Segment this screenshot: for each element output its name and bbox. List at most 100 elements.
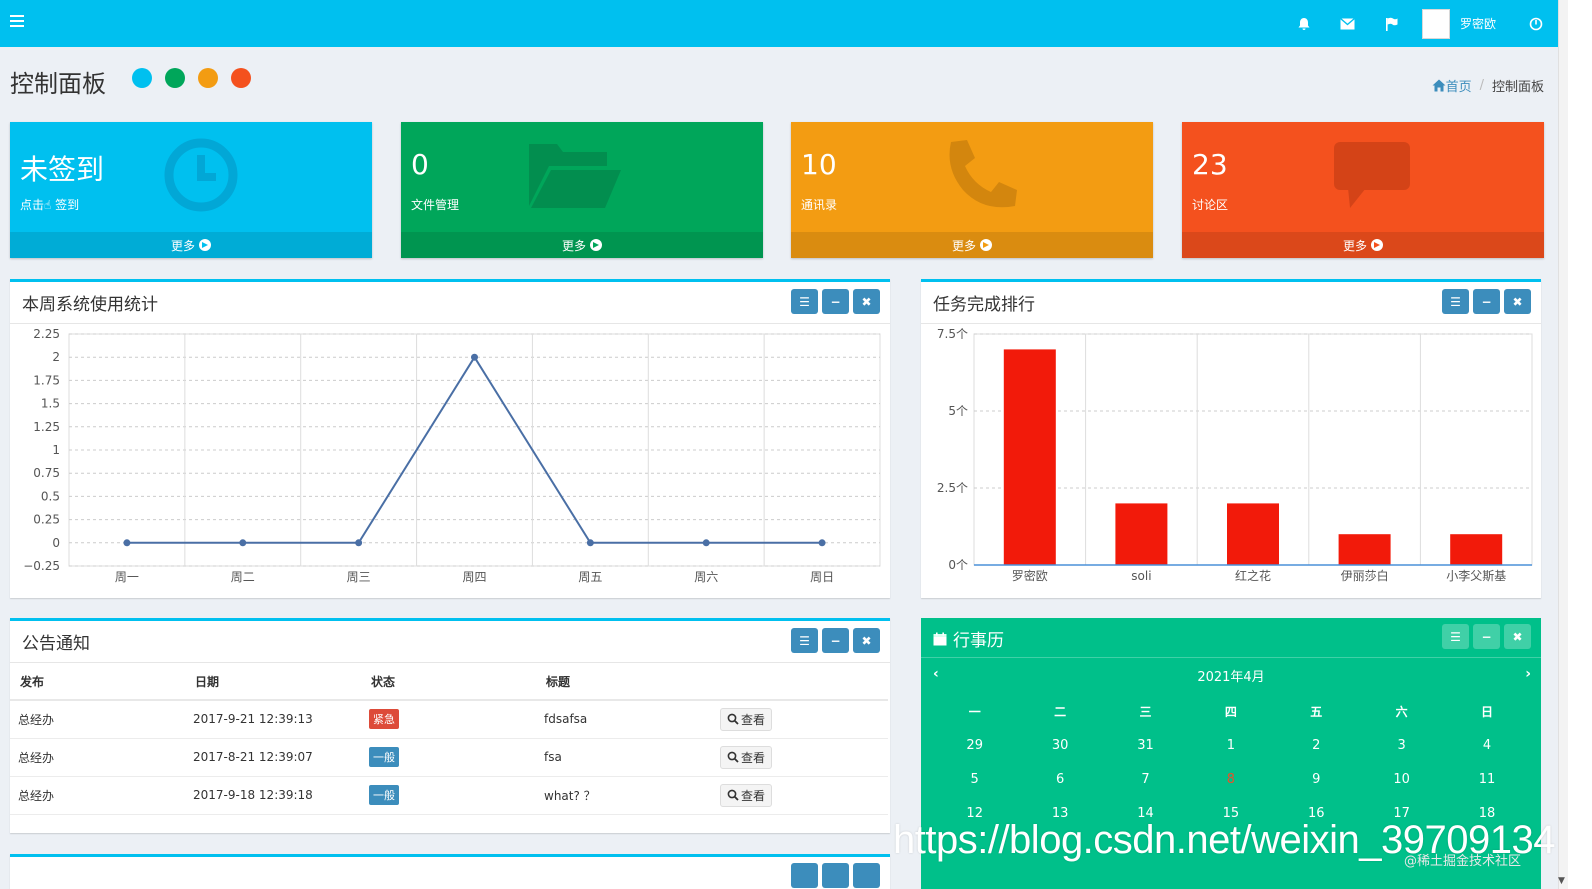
chevron-left-icon[interactable]: ‹	[933, 666, 939, 682]
panel-close-button[interactable]: ✖	[853, 628, 880, 653]
x-tick-label: 伊丽莎白	[1341, 568, 1389, 583]
calendar-weekday: 一	[968, 704, 981, 719]
phone-icon	[943, 138, 1021, 216]
panel-menu-button[interactable]: ☰	[1442, 289, 1469, 314]
y-tick-label: 0	[52, 536, 60, 550]
user-menu[interactable]: 罗密欧	[1414, 8, 1514, 39]
x-tick-label: 周日	[810, 570, 834, 584]
table-row: 总经办 2017-9-21 12:39:13 紧急 fdsafsa 查看	[10, 700, 888, 739]
calendar-day[interactable]: 15	[1222, 805, 1240, 821]
checkin-link[interactable]: 点击☝ 签到	[20, 198, 80, 212]
calendar-day[interactable]: 31	[1137, 737, 1154, 753]
calendar-day[interactable]: 1	[1226, 737, 1235, 753]
table-header-row: 发布 日期 状态 标题	[10, 664, 888, 701]
cell-date: 2017-8-21 12:39:07	[185, 738, 361, 777]
stat-label: 文件管理	[411, 198, 460, 212]
view-button[interactable]: 查看	[720, 783, 773, 807]
calendar-day[interactable]: 6	[1055, 771, 1065, 787]
y-tick-label: 1	[52, 443, 60, 457]
theme-dot-green[interactable]	[165, 68, 185, 88]
panel-menu-button[interactable]: ☰	[791, 628, 818, 653]
stat-value: 0	[411, 148, 429, 181]
column-header-title: 标题	[536, 664, 712, 701]
table-row: 总经办 2017-9-18 12:39:18 一般 what? ？ 查看	[10, 776, 888, 815]
calendar-day[interactable]: 13	[1051, 805, 1069, 821]
cell-action: 查看	[712, 776, 888, 815]
bar	[1450, 534, 1503, 565]
calendar-day[interactable]: 9	[1312, 771, 1321, 787]
stat-more-link[interactable]: 更多	[1182, 232, 1544, 258]
calendar-day[interactable]: 29	[966, 737, 983, 753]
calendar-weekday: 四	[1224, 704, 1237, 719]
theme-dot-red[interactable]	[231, 68, 251, 88]
flag-icon[interactable]	[1370, 0, 1414, 47]
view-button[interactable]: 查看	[720, 745, 773, 769]
envelope-icon[interactable]	[1326, 0, 1370, 47]
chevron-right-icon[interactable]: ›	[1525, 666, 1531, 682]
panel-collapse-button[interactable]: −	[1473, 624, 1500, 649]
stat-box-files: 0 文件管理 更多	[401, 122, 763, 258]
panel-collapse-button[interactable]: −	[822, 628, 849, 653]
y-tick-label: 5个	[948, 404, 968, 418]
theme-dot-blue[interactable]	[132, 68, 152, 88]
data-point	[702, 539, 710, 547]
stat-value: 10	[801, 148, 837, 181]
calendar-weekday: 三	[1139, 704, 1152, 719]
theme-dot-orange[interactable]	[198, 68, 218, 88]
calendar-day[interactable]: 5	[970, 771, 979, 787]
y-tick-label: 2	[52, 350, 60, 364]
panel-menu-button[interactable]	[791, 863, 818, 888]
calendar-day[interactable]: 12	[966, 805, 983, 821]
calendar-day[interactable]: 18	[1478, 805, 1496, 821]
panel-menu-button[interactable]: ☰	[791, 289, 818, 314]
weekly-line-chart: 2.25 2 1.75 1.5 1.25 1 0.75 0.5 0.25 0 −0.25 周一 周二 周三…	[23, 327, 881, 584]
panel-collapse-button[interactable]	[822, 863, 849, 888]
column-header-publisher: 发布	[10, 664, 185, 701]
power-icon[interactable]	[1514, 0, 1558, 47]
calendar-weekday-row: 一二三四五六日	[932, 694, 1530, 728]
calendar-day[interactable]: 17	[1393, 805, 1410, 821]
weekly-usage-panel: 本周系统使用统计 ☰ − ✖ 2.25 2 1.75 1.5 1.25 1 0.75 0.5 0…	[10, 279, 890, 598]
stat-more-link[interactable]: 更多	[10, 232, 372, 258]
view-button[interactable]: 查看	[720, 707, 773, 731]
watermark-url: https://blog.csdn.net/weixin_39709134	[893, 818, 1556, 862]
calendar-day[interactable]: 30	[1051, 737, 1069, 753]
calendar-day[interactable]: 4	[1482, 737, 1492, 753]
stat-value: 未签到	[20, 153, 105, 186]
page-scrollbar[interactable]: ▼	[1558, 0, 1592, 889]
calendar-day[interactable]: 14	[1137, 805, 1154, 821]
x-tick-label: 周六	[694, 570, 718, 584]
panel-menu-button[interactable]: ☰	[1442, 624, 1469, 649]
calendar-day[interactable]: 11	[1478, 771, 1496, 787]
arrow-circle-right-icon	[199, 239, 211, 251]
panel-collapse-button[interactable]: −	[822, 289, 849, 314]
x-tick-label: 周二	[231, 570, 255, 584]
calendar-day[interactable]: 2	[1312, 737, 1321, 753]
cell-status: 紧急	[361, 700, 536, 739]
weekly-chart-area: 2.25 2 1.75 1.5 1.25 1 0.75 0.5 0.25 0 −0.25 周一 周二 周三…	[11, 325, 889, 597]
y-tick-label: 0个	[948, 558, 968, 572]
breadcrumb-home[interactable]: 首页	[1432, 76, 1472, 95]
calendar-day[interactable]: 3	[1397, 737, 1406, 753]
column-header-status: 状态	[361, 664, 536, 701]
calendar-weekday: 六	[1395, 704, 1408, 719]
calendar-day[interactable]: 16	[1307, 805, 1325, 821]
stat-more-link[interactable]: 更多	[401, 232, 763, 258]
breadcrumb-home-label: 首页	[1445, 80, 1472, 95]
panel-close-button[interactable]	[853, 863, 880, 888]
panel-collapse-button[interactable]: −	[1473, 289, 1500, 314]
bar	[1227, 503, 1279, 565]
stat-more-link[interactable]: 更多	[791, 232, 1153, 258]
breadcrumb-current: 控制面板	[1491, 80, 1544, 95]
scroll-down-arrow-icon[interactable]: ▼	[1558, 876, 1565, 886]
panel-close-button[interactable]: ✖	[1504, 624, 1531, 649]
panel-close-button[interactable]: ✖	[1504, 289, 1531, 314]
panel-title: 公告通知	[22, 634, 90, 654]
calendar-day[interactable]: 8	[1226, 771, 1235, 787]
column-header-date: 日期	[185, 664, 361, 701]
menu-toggle-icon[interactable]	[10, 15, 24, 27]
bell-icon[interactable]	[1282, 0, 1326, 47]
calendar-day[interactable]: 10	[1393, 771, 1410, 787]
calendar-day[interactable]: 7	[1141, 771, 1150, 787]
panel-close-button[interactable]: ✖	[853, 289, 880, 314]
